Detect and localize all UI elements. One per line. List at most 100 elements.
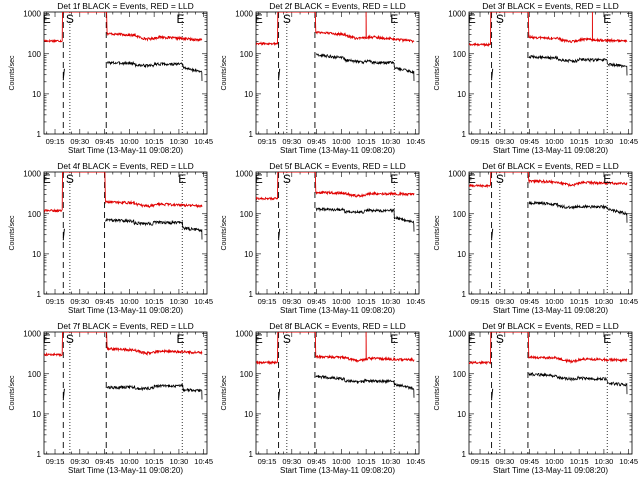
plot-frame bbox=[255, 171, 420, 295]
saa-marker-label: S bbox=[496, 332, 504, 346]
y-tick-label: 1000 bbox=[235, 170, 253, 179]
events-series-line bbox=[62, 388, 65, 401]
x-tick-label: 10:00 bbox=[545, 297, 564, 306]
y-tick-label: 100 bbox=[240, 50, 254, 59]
x-tick-label: 10:30 bbox=[170, 137, 189, 146]
y-tick-label: 100 bbox=[28, 370, 42, 379]
x-axis-label: Start Time (13-May-11 09:08:20) bbox=[493, 306, 608, 315]
x-tick-label: 10:45 bbox=[619, 297, 638, 306]
x-tick-label: 10:15 bbox=[357, 457, 376, 466]
events-series-line bbox=[491, 228, 494, 241]
x-tick-label: 10:45 bbox=[194, 137, 213, 146]
x-tick-label: 09:30 bbox=[282, 297, 301, 306]
events-series-line bbox=[62, 228, 65, 241]
x-tick-label: 10:00 bbox=[332, 297, 351, 306]
saa-marker-label: S bbox=[496, 12, 504, 26]
events-series-line bbox=[278, 68, 281, 81]
x-tick-label: 10:00 bbox=[332, 457, 351, 466]
y-tick-label: 1 bbox=[37, 130, 42, 139]
x-axis-label: Start Time (13-May-11 09:08:20) bbox=[68, 306, 183, 315]
x-tick-label: 10:30 bbox=[595, 297, 614, 306]
lld-series-line bbox=[256, 332, 415, 366]
panel-9: Det 9f BLACK = Events, RED = LLD 1 10 100 10… bbox=[434, 321, 638, 475]
y-axis-label: Counts/sec bbox=[221, 215, 228, 251]
x-tick-label: 10:45 bbox=[406, 297, 425, 306]
y-tick-label: 1 bbox=[37, 450, 42, 459]
y-tick-label: 1 bbox=[462, 290, 467, 299]
panel-5: Det 5f BLACK = Events, RED = LLD 1 10 100 10… bbox=[221, 161, 425, 315]
x-tick-label: 09:15 bbox=[258, 297, 277, 306]
panel-title: Det 2f BLACK = Events, RED = LLD bbox=[269, 1, 406, 11]
y-tick-label: 1000 bbox=[448, 10, 466, 19]
x-tick-label: 10:30 bbox=[382, 457, 401, 466]
y-axis-label: Counts/sec bbox=[9, 375, 16, 411]
x-tick-label: 09:45 bbox=[307, 137, 326, 146]
y-tick-label: 1 bbox=[37, 290, 42, 299]
x-axis-label: Start Time (13-May-11 09:08:20) bbox=[68, 146, 183, 155]
x-tick-label: 10:45 bbox=[406, 137, 425, 146]
plot-frame bbox=[468, 331, 633, 455]
lld-series-line bbox=[469, 172, 628, 189]
panel-2: Det 2f BLACK = Events, RED = LLD 1 10 100 10… bbox=[221, 1, 425, 155]
saa-marker-label: S bbox=[66, 172, 74, 186]
saa-marker-label: S bbox=[283, 332, 291, 346]
events-series-line bbox=[315, 207, 415, 232]
eclipse-marker-label: E bbox=[255, 12, 263, 26]
events-series-line bbox=[315, 53, 415, 82]
panel-1: Det 1f BLACK = Events, RED = LLD 1 10 100 10… bbox=[9, 1, 213, 155]
events-series-line bbox=[278, 388, 281, 401]
plot-frame bbox=[255, 331, 420, 455]
y-tick-label: 100 bbox=[28, 50, 42, 59]
y-tick-label: 10 bbox=[457, 90, 466, 99]
eclipse-marker-label: E bbox=[177, 332, 185, 346]
y-tick-label: 10 bbox=[32, 250, 41, 259]
x-tick-label: 09:45 bbox=[95, 297, 114, 306]
x-tick-label: 09:15 bbox=[46, 137, 65, 146]
events-series-line bbox=[315, 374, 415, 398]
eclipse-marker-label: E bbox=[255, 172, 263, 186]
panel-7: Det 7f BLACK = Events, RED = LLD 1 10 100 10… bbox=[9, 321, 213, 475]
y-tick-label: 10 bbox=[244, 410, 253, 419]
events-series-line bbox=[106, 383, 203, 400]
x-tick-label: 09:15 bbox=[471, 457, 490, 466]
lld-series-line bbox=[469, 332, 628, 366]
x-tick-label: 10:45 bbox=[194, 297, 213, 306]
plot-frame bbox=[468, 171, 633, 295]
y-tick-label: 10 bbox=[32, 410, 41, 419]
y-tick-label: 10 bbox=[244, 90, 253, 99]
x-tick-label: 09:45 bbox=[307, 297, 326, 306]
eclipse-marker-label: E bbox=[603, 172, 611, 186]
eclipse-marker-label: E bbox=[390, 12, 398, 26]
x-tick-label: 10:00 bbox=[120, 297, 139, 306]
x-axis-label: Start Time (13-May-11 09:08:20) bbox=[493, 146, 608, 155]
x-tick-label: 09:15 bbox=[471, 297, 490, 306]
x-tick-label: 10:15 bbox=[570, 297, 589, 306]
events-series-line bbox=[106, 60, 203, 82]
eclipse-marker-label: E bbox=[603, 12, 611, 26]
plot-frame bbox=[255, 11, 420, 135]
y-tick-label: 10 bbox=[457, 410, 466, 419]
saa-marker-label: S bbox=[66, 332, 74, 346]
x-tick-label: 10:30 bbox=[170, 297, 189, 306]
events-series-line bbox=[491, 388, 494, 401]
x-tick-label: 10:00 bbox=[332, 137, 351, 146]
y-tick-label: 1 bbox=[462, 130, 467, 139]
events-series-line bbox=[528, 372, 628, 395]
x-tick-label: 09:30 bbox=[495, 457, 514, 466]
y-axis-label: Counts/sec bbox=[434, 215, 441, 251]
saa-marker-label: S bbox=[283, 12, 291, 26]
lld-series-line bbox=[469, 12, 628, 48]
x-tick-label: 09:15 bbox=[46, 457, 65, 466]
x-tick-label: 10:15 bbox=[570, 137, 589, 146]
x-tick-label: 09:30 bbox=[70, 457, 89, 466]
x-tick-label: 10:00 bbox=[545, 457, 564, 466]
x-tick-label: 10:15 bbox=[145, 137, 164, 146]
panel-title: Det 3f BLACK = Events, RED = LLD bbox=[482, 1, 619, 11]
panel-title: Det 5f BLACK = Events, RED = LLD bbox=[269, 161, 406, 171]
y-tick-label: 100 bbox=[453, 370, 467, 379]
x-tick-label: 09:15 bbox=[46, 297, 65, 306]
panel-3: Det 3f BLACK = Events, RED = LLD 1 10 100 10… bbox=[434, 1, 638, 155]
x-tick-label: 10:15 bbox=[570, 457, 589, 466]
lld-series-line bbox=[256, 12, 415, 46]
